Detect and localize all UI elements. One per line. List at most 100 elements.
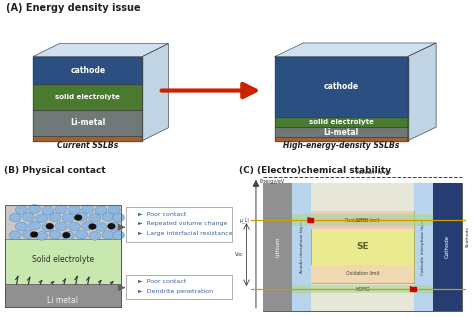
Circle shape [15, 222, 27, 231]
FancyBboxPatch shape [126, 275, 232, 299]
Text: Cathodic interphase layer: Cathodic interphase layer [421, 219, 425, 275]
Bar [5, 284, 121, 307]
Text: (C) (Electro)chemical stability: (C) (Electro)chemical stability [239, 166, 392, 175]
Circle shape [9, 213, 21, 222]
Circle shape [76, 213, 88, 221]
Circle shape [76, 230, 88, 239]
Polygon shape [142, 44, 168, 141]
Circle shape [46, 224, 53, 229]
Circle shape [63, 233, 70, 238]
Text: ►  Poor contact: ► Poor contact [138, 279, 187, 284]
Circle shape [42, 223, 54, 231]
Text: Li-metal: Li-metal [324, 128, 359, 137]
Circle shape [36, 214, 47, 223]
Text: ►  Repeated volume change: ► Repeated volume change [138, 221, 228, 226]
Circle shape [28, 221, 40, 230]
Text: HOMO: HOMO [355, 287, 370, 292]
Circle shape [42, 206, 54, 215]
Circle shape [36, 231, 47, 240]
Text: ►  Large interfacial resistance: ► Large interfacial resistance [138, 231, 233, 236]
Text: Current SSLBs: Current SSLBs [57, 141, 118, 150]
Polygon shape [408, 43, 436, 141]
Text: SE: SE [356, 243, 369, 251]
Circle shape [95, 206, 107, 215]
Text: Vacuum level: Vacuum level [355, 170, 391, 175]
Bar [263, 183, 462, 311]
Text: cathode: cathode [324, 82, 359, 91]
Circle shape [55, 205, 67, 214]
Circle shape [89, 214, 101, 222]
Bar [414, 183, 433, 311]
Circle shape [55, 222, 67, 230]
Circle shape [28, 205, 40, 213]
Text: ►  Poor contact: ► Poor contact [138, 212, 187, 217]
Polygon shape [275, 43, 436, 56]
Text: (B) Physical contact: (B) Physical contact [4, 166, 106, 175]
Circle shape [69, 206, 80, 214]
Circle shape [82, 222, 94, 230]
Circle shape [113, 213, 124, 222]
Bar [263, 183, 292, 311]
Circle shape [89, 231, 101, 240]
Circle shape [102, 230, 114, 239]
Text: High-energy-density SSLBs: High-energy-density SSLBs [283, 141, 400, 150]
Bar [433, 183, 462, 311]
Text: ►  Dendrite penetration: ► Dendrite penetration [138, 289, 213, 294]
FancyBboxPatch shape [126, 207, 232, 243]
Bar [311, 211, 414, 229]
Circle shape [63, 214, 74, 222]
Circle shape [49, 230, 61, 239]
Circle shape [63, 231, 74, 240]
Text: (A) Energy density issue: (A) Energy density issue [6, 3, 140, 13]
Text: Li-metal: Li-metal [70, 119, 105, 127]
Text: Energy/eV: Energy/eV [259, 178, 284, 184]
Text: LUMO: LUMO [356, 217, 369, 223]
Polygon shape [33, 84, 142, 110]
Circle shape [9, 231, 21, 240]
Text: Anodic interphase layer: Anodic interphase layer [300, 221, 304, 273]
Text: Voc: Voc [235, 252, 243, 257]
Text: Reduction limit: Reduction limit [346, 217, 380, 223]
Circle shape [109, 222, 120, 230]
Circle shape [89, 224, 96, 229]
Bar [5, 205, 121, 239]
Circle shape [69, 222, 80, 231]
Circle shape [109, 205, 120, 214]
Circle shape [95, 223, 107, 231]
Text: Cathode: Cathode [445, 235, 450, 258]
Bar [311, 265, 414, 283]
Polygon shape [33, 136, 142, 141]
Text: Lithium: Lithium [275, 236, 280, 257]
Bar [5, 239, 121, 284]
Polygon shape [275, 127, 408, 137]
Text: Oxidation limit: Oxidation limit [346, 271, 379, 276]
Circle shape [49, 213, 61, 222]
Circle shape [75, 215, 82, 220]
Bar [292, 285, 433, 293]
Text: solid electrolyte: solid electrolyte [309, 119, 374, 125]
Circle shape [23, 213, 35, 221]
Text: Φcathode: Φcathode [466, 225, 470, 247]
Circle shape [31, 232, 37, 237]
Polygon shape [275, 117, 408, 127]
Polygon shape [275, 137, 408, 141]
Circle shape [102, 213, 114, 221]
Bar [292, 183, 311, 311]
Bar [292, 214, 433, 226]
Circle shape [108, 224, 115, 229]
Circle shape [23, 230, 35, 238]
Text: Solid electrolyte: Solid electrolyte [32, 255, 94, 264]
Text: μ_Li: μ_Li [240, 217, 250, 223]
Bar [311, 211, 414, 283]
Polygon shape [275, 56, 408, 117]
Text: cathode: cathode [70, 66, 105, 75]
Circle shape [113, 231, 124, 240]
Text: solid electrolyte: solid electrolyte [55, 94, 120, 100]
Text: Li metal: Li metal [47, 296, 78, 305]
Circle shape [82, 205, 94, 214]
Polygon shape [33, 56, 142, 84]
Circle shape [15, 206, 27, 214]
Polygon shape [33, 44, 168, 56]
Bar [311, 183, 414, 311]
Polygon shape [33, 110, 142, 136]
